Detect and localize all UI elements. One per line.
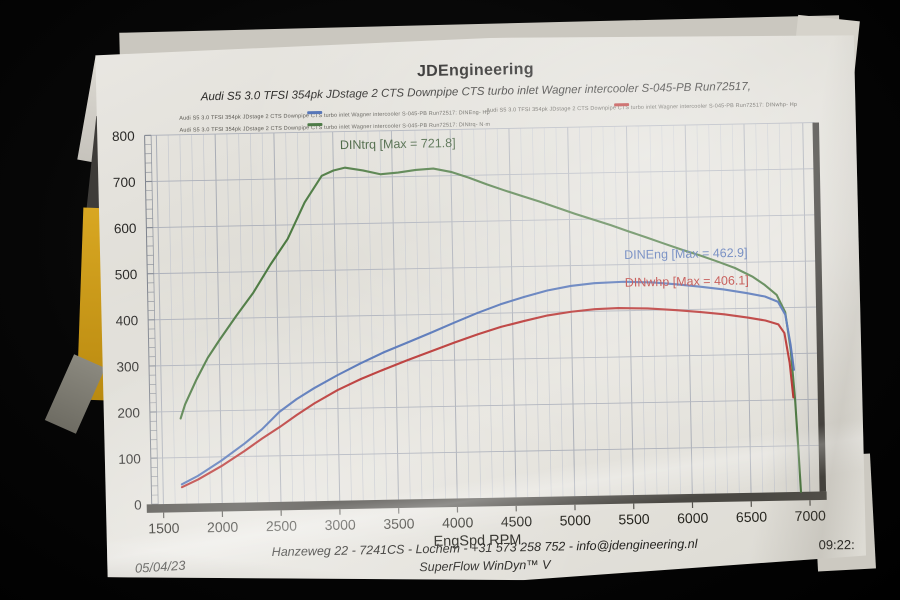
curve-label-dinwhp: DINwhp [Max = 406.1] bbox=[625, 273, 749, 289]
curve-dintrq bbox=[176, 159, 801, 504]
dyno-sheet: JDEngineering Audi S5 3.0 TFSI 354pk JDs… bbox=[93, 29, 867, 590]
x-axis-tick-label: 5500 bbox=[618, 511, 650, 528]
curve-label-dintrq: DINtrq [Max = 721.8] bbox=[340, 136, 456, 152]
x-axis-tick-label: 5000 bbox=[560, 512, 592, 529]
x-axis-tick-label: 6000 bbox=[677, 510, 709, 527]
x-axis-tick-label: 1500 bbox=[148, 520, 180, 537]
date-stamp: 05/04/23 bbox=[134, 557, 186, 576]
y-axis-tick-label: 500 bbox=[115, 267, 138, 282]
y-axis-inner-line bbox=[151, 135, 158, 504]
x-axis-tick-label: 7000 bbox=[795, 507, 827, 524]
gridline-horizontal bbox=[145, 123, 815, 136]
x-axis-tick-label: 2000 bbox=[207, 519, 239, 536]
curve-label-dineng: DINEng [Max = 462.9] bbox=[624, 246, 748, 262]
plot-right-border bbox=[812, 122, 826, 491]
y-axis-tick-label: 100 bbox=[118, 451, 141, 466]
gridline-horizontal bbox=[146, 215, 816, 228]
x-axis-tick-label: 4000 bbox=[442, 514, 474, 531]
y-axis-tick-label: 800 bbox=[112, 129, 135, 144]
gridline-horizontal bbox=[149, 353, 819, 366]
x-axis-title: EngSpd RPM bbox=[433, 532, 521, 550]
x-axis-tick-label: 6500 bbox=[736, 509, 768, 526]
gridline-horizontal bbox=[151, 445, 821, 458]
gridline-horizontal bbox=[147, 261, 817, 274]
curve-dinwhp bbox=[179, 305, 795, 487]
gridline-horizontal bbox=[145, 169, 815, 182]
y-axis-tick-label: 600 bbox=[114, 221, 137, 236]
y-axis-tick-label: 0 bbox=[134, 498, 142, 513]
y-axis-tick-label: 700 bbox=[113, 175, 136, 190]
x-axis-tick-label: 2500 bbox=[266, 518, 298, 535]
y-axis-tick-label: 200 bbox=[117, 405, 140, 420]
x-axis-bar bbox=[147, 491, 827, 513]
x-axis-tick-label: 4500 bbox=[501, 513, 533, 530]
gridline-horizontal bbox=[150, 399, 820, 412]
time-stamp: 09:22: bbox=[818, 537, 855, 553]
y-axis-tick-label: 300 bbox=[116, 359, 139, 374]
y-axis-tick-label: 400 bbox=[115, 313, 138, 328]
x-axis-tick-label: 3500 bbox=[383, 515, 415, 532]
dyno-chart: 0 100 200 300 400 500 600 700 800 1500 2000 2500 300… bbox=[94, 87, 863, 577]
gridline-horizontal bbox=[148, 307, 818, 320]
x-axis-tick-label: 3000 bbox=[324, 516, 356, 533]
y-axis-line bbox=[145, 135, 152, 504]
curve-dineng bbox=[178, 279, 796, 485]
